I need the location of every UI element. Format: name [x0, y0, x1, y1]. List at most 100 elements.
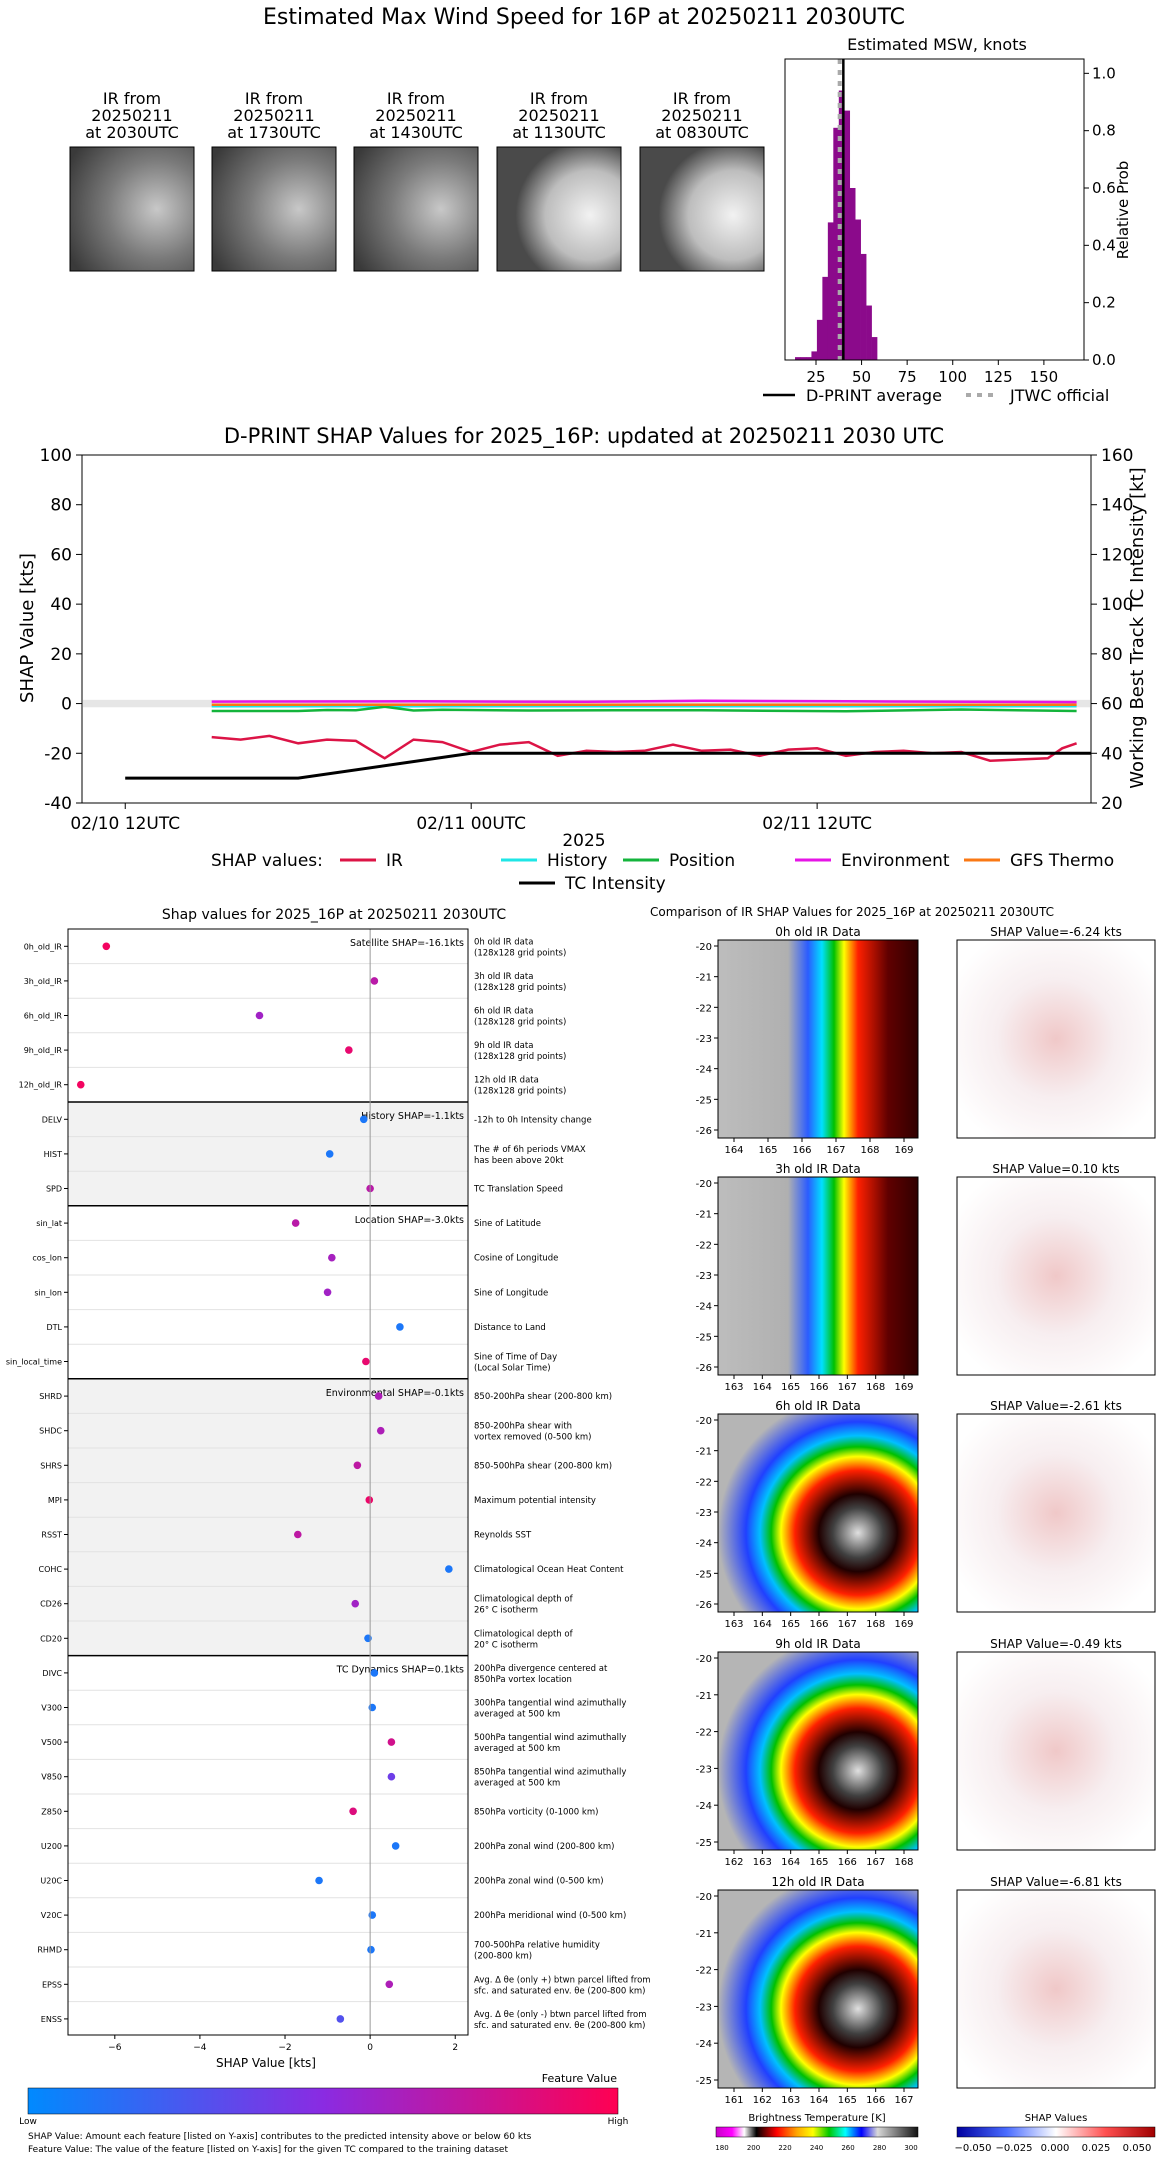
feature-desc: Distance to Land: [474, 1323, 546, 1333]
thumb-label: 20250211: [233, 106, 314, 125]
shap-colorbar-label: SHAP Values: [1025, 2113, 1088, 2124]
feature-desc: 500hPa tangential wind azimuthally: [474, 1733, 626, 1743]
shap-point: [293, 1530, 302, 1539]
ts-ytick-label: 80: [50, 496, 72, 516]
hist-bar: [866, 305, 872, 360]
shap-tick-label: 0.000: [1041, 2143, 1070, 2154]
feature-code: SHDC: [39, 1427, 62, 1436]
legend-label: Position: [669, 851, 735, 871]
hist-xtick-label: 125: [984, 368, 1013, 386]
ir-xtick-label: 168: [866, 1382, 885, 1393]
hist-ytick-label: 0.8: [1092, 122, 1116, 140]
hist-bar: [795, 357, 801, 360]
shap-panel-title: SHAP Value=-6.81 kts: [990, 1875, 1122, 1889]
ts-ytick-label: 60: [50, 545, 72, 565]
feature-desc: Cosine of Longitude: [474, 1254, 558, 1264]
ir-thumbnail: IR from 20250211 at 0830UTC: [639, 89, 765, 272]
ir-xtick-label: 168: [894, 1857, 913, 1868]
ir-image: [717, 1889, 919, 2089]
shap-point: [291, 1219, 300, 1227]
fs-title: Shap values for 2025_16P at 20250211 203…: [162, 907, 507, 923]
ir-image: [717, 1413, 919, 1613]
ir-thumbnails: IR from 20250211 at 2030UTC IR from 2025…: [69, 89, 765, 272]
legend-label: Environment: [841, 851, 950, 871]
ir-ytick-label: -23: [696, 1508, 712, 1519]
ir-xtick-label: 164: [753, 1382, 772, 1393]
ir-xtick-label: 166: [792, 1145, 811, 1156]
hist-ytick-label: 0.6: [1092, 179, 1116, 197]
feature-desc: Sine of Longitude: [474, 1288, 548, 1298]
ir-ytick-label: -20: [696, 942, 712, 953]
ir-image: [717, 1651, 919, 1851]
shap-point: [387, 1738, 396, 1746]
shap-tick-label: 0.025: [1082, 2143, 1111, 2154]
ts-y2tick-label: 40: [1101, 744, 1123, 764]
thumb-label: 20250211: [661, 106, 742, 125]
feature-shap-plot: Shap values for 2025_16P at 20250211 203…: [6, 907, 651, 2155]
legend-label: TC Intensity: [564, 874, 666, 894]
shap-point: [445, 1565, 453, 1573]
thumb-label: 20250211: [375, 106, 456, 125]
group-band: [69, 1102, 467, 1206]
shap-map: [956, 1176, 1156, 1376]
ir-xtick-label: 162: [724, 1857, 743, 1868]
shap-point: [387, 1772, 396, 1781]
ir-ytick-label: -25: [696, 1569, 712, 1580]
feature-code: 0h_old_IR: [24, 942, 63, 951]
hist-bar: [860, 253, 867, 360]
ir-xtick-label: 163: [753, 1857, 772, 1868]
feature-code: 12h_old_IR: [19, 1081, 63, 1090]
shap-point: [396, 1323, 404, 1331]
feature-code: COHC: [39, 1565, 63, 1574]
feature-code: V20C: [41, 1911, 63, 1920]
colorbar-low: Low: [19, 2117, 37, 2127]
shap-map: [956, 1413, 1156, 1613]
ts-y2tick-label: 60: [1101, 695, 1123, 715]
hist-bar: [800, 357, 807, 360]
hist-xtick-label: 150: [1030, 368, 1059, 386]
legend-label: GFS Thermo: [1010, 851, 1114, 871]
hist-bar: [844, 110, 851, 360]
ir-panel-title: 3h old IR Data: [775, 1162, 861, 1176]
ts-ytick-label: 20: [50, 645, 72, 665]
feature-value-colorbar: [27, 2087, 619, 2115]
shap-point: [345, 1046, 353, 1054]
fs-frame: [67, 928, 469, 2036]
hist-bar: [871, 337, 878, 360]
feature-desc: Sine of Time of Day: [474, 1353, 557, 1363]
ir-ytick-label: -20: [696, 1892, 712, 1903]
series-line-position: [211, 705, 1077, 713]
bt-colorbar-label: Brightness Temperature [K]: [748, 2113, 885, 2124]
ir-xtick-label: 164: [724, 1145, 743, 1156]
ir-xtick-label: 166: [866, 2095, 885, 2106]
ir-ytick-label: -23: [696, 1764, 712, 1775]
feature-code: SPD: [46, 1185, 62, 1194]
ir-ytick-label: -25: [696, 2076, 712, 2087]
feature-desc: Climatological Ocean Heat Content: [474, 1565, 624, 1575]
ir-ytick-label: -24: [696, 2039, 712, 2050]
hist-bar: [805, 357, 812, 360]
ts-frame: [81, 454, 1092, 804]
ts-y2tick-label: 140: [1101, 496, 1133, 516]
feature-code: Z850: [41, 1807, 62, 1816]
feature-desc: 6h old IR data: [474, 1007, 533, 1017]
ir-ytick-label: -22: [696, 1477, 712, 1488]
ts-ytick-label: -40: [44, 794, 72, 814]
series-line-ir: [211, 734, 1078, 762]
feature-desc: averaged at 500 km: [474, 1779, 560, 1789]
ir-panel-title: 6h old IR Data: [775, 1399, 861, 1413]
bt-tick-label: 180: [715, 2144, 728, 2152]
bt-tick-label: 240: [810, 2144, 823, 2152]
thumb-label: IR from: [530, 89, 588, 108]
shap-point: [370, 1669, 379, 1677]
thumb-image: [496, 146, 622, 272]
feature-desc: sfc. and saturated env. θe (200-800 km): [474, 2021, 646, 2031]
ir-ytick-label: -26: [696, 1363, 712, 1374]
feature-code: 3h_old_IR: [24, 977, 63, 986]
ir-xtick-label: 167: [838, 1382, 857, 1393]
feature-desc: TC Translation Speed: [473, 1185, 563, 1195]
ir-xtick-label: 161: [724, 2095, 743, 2106]
ir-ytick-label: -20: [696, 1416, 712, 1427]
feature-code: V850: [41, 1773, 62, 1782]
